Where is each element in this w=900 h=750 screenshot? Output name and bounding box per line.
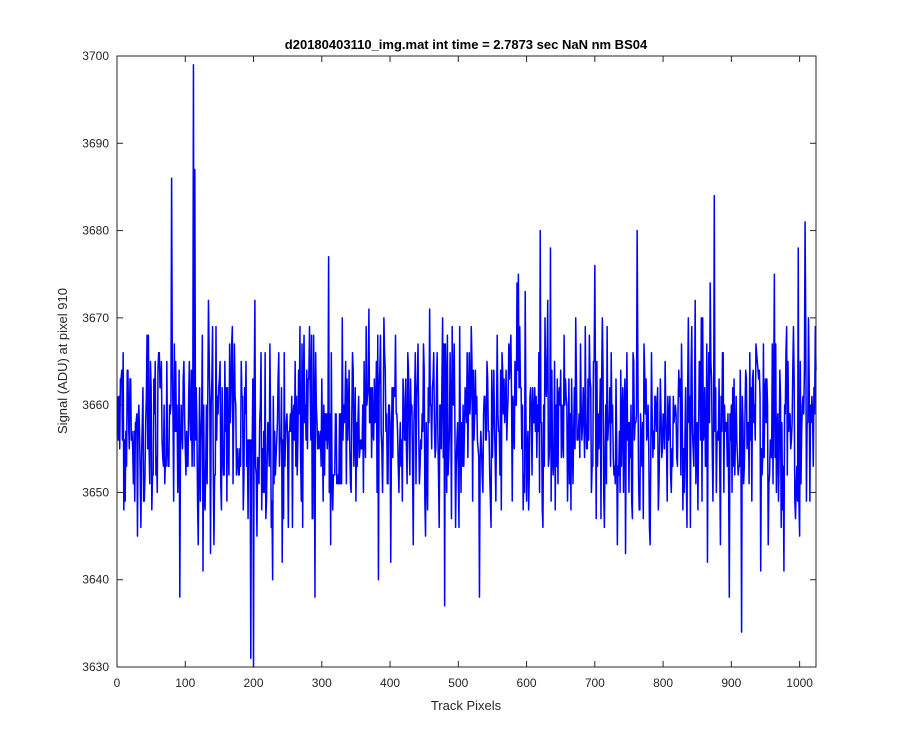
- x-tick-label: 800: [653, 676, 673, 690]
- x-tick-label: 0: [114, 676, 121, 690]
- y-tick-label: 3660: [82, 398, 109, 412]
- x-tick-label: 600: [517, 676, 537, 690]
- y-tick-label: 3640: [82, 573, 109, 587]
- x-tick-label: 300: [312, 676, 332, 690]
- y-tick-label: 3700: [82, 49, 109, 63]
- x-tick-label: 1000: [786, 676, 813, 690]
- x-tick-label: 700: [585, 676, 605, 690]
- series-layer: [116, 63, 817, 668]
- x-tick-label: 100: [175, 676, 195, 690]
- y-tick-label: 3680: [82, 224, 109, 238]
- plot-frame: [116, 55, 817, 668]
- x-axis-label: Track Pixels: [431, 698, 502, 713]
- x-tick-label: 500: [448, 676, 468, 690]
- y-tick-label: 3630: [82, 660, 109, 674]
- x-tick-label: 200: [244, 676, 264, 690]
- ticks-layer: 0 100 200 300 400 500 600 700 800 900 1000 3630 3640…: [82, 49, 816, 690]
- chart-title: d20180403110_img.mat int time = 2.7873 s…: [285, 37, 648, 52]
- y-tick-label: 3650: [82, 485, 109, 499]
- y-tick-label: 3670: [82, 311, 109, 325]
- y-tick-label: 3690: [82, 136, 109, 150]
- series-line: [116, 63, 817, 668]
- x-tick-label: 400: [380, 676, 400, 690]
- y-axis-label: Signal (ADU) at pixel 910: [55, 288, 70, 434]
- x-tick-label: 900: [721, 676, 741, 690]
